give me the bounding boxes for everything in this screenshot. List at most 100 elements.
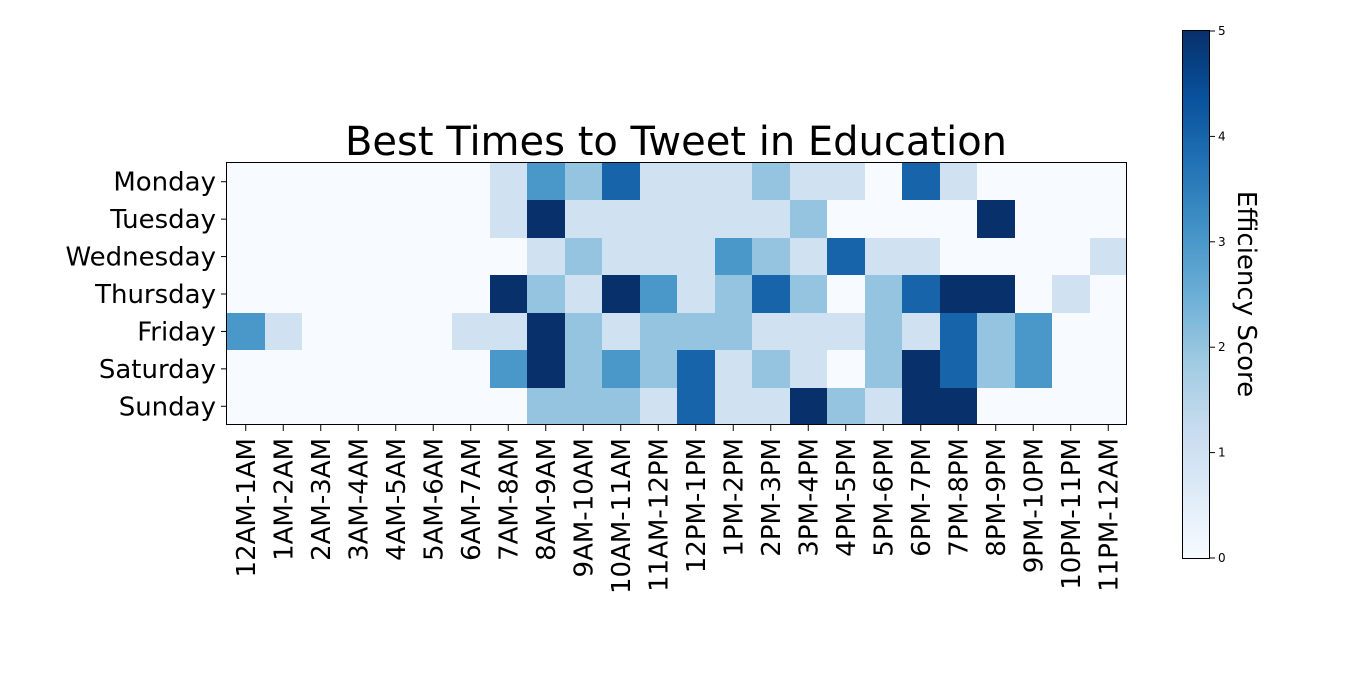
heatmap-cell — [715, 200, 752, 238]
heatmap-cell — [1090, 238, 1127, 275]
heatmap-cell — [1015, 313, 1052, 350]
y-tick-label: Monday — [113, 168, 216, 198]
heatmap-cell — [827, 238, 865, 275]
heatmap-cell — [827, 388, 865, 425]
heatmap-cell — [490, 388, 527, 425]
heatmap-cell — [452, 163, 490, 200]
heatmap-cell — [790, 163, 827, 200]
heatmap-cell — [677, 313, 715, 350]
heatmap-cell — [265, 163, 302, 200]
heatmap-cell — [865, 388, 902, 425]
heatmap-cell — [940, 275, 977, 313]
heatmap-cell — [1090, 350, 1127, 388]
heatmap-cell — [827, 200, 865, 238]
heatmap-cell — [602, 275, 640, 313]
heatmap-cell — [302, 238, 340, 275]
colorbar-tick-label: 3 — [1218, 235, 1226, 249]
heatmap-cell — [1052, 200, 1090, 238]
heatmap-cell — [902, 200, 940, 238]
heatmap-cell — [452, 238, 490, 275]
heatmap-cell — [977, 200, 1015, 238]
heatmap-cell — [302, 313, 340, 350]
heatmap-cell — [902, 313, 940, 350]
heatmap-cell — [227, 350, 265, 388]
heatmap-cell — [640, 313, 677, 350]
heatmap-cell — [302, 200, 340, 238]
heatmap-cell — [752, 388, 790, 425]
heatmap-cell — [790, 350, 827, 388]
x-tick-label: 8PM-9PM — [982, 438, 1012, 557]
colorbar-tick-label: 5 — [1218, 24, 1226, 38]
y-tick-label: Tuesday — [109, 205, 216, 235]
heatmap-cell — [790, 200, 827, 238]
y-axis: Monday Tuesday Wednesday Thursday Friday Satu… — [65, 168, 227, 422]
heatmap-cell — [1090, 388, 1127, 425]
colorbar-tick-label: 4 — [1218, 129, 1226, 143]
heatmap-cell — [340, 275, 377, 313]
heatmap-cell — [302, 350, 340, 388]
heatmap-cell — [865, 200, 902, 238]
heatmap-cell — [940, 350, 977, 388]
heatmap-cell — [865, 313, 902, 350]
heatmap-cell — [827, 313, 865, 350]
heatmap-cell — [452, 350, 490, 388]
heatmap-cell — [565, 163, 602, 200]
heatmap-cell — [865, 238, 902, 275]
heatmap-cell — [490, 313, 527, 350]
heatmap-cell — [302, 275, 340, 313]
y-tick-label: Sunday — [119, 392, 216, 422]
heatmap-cell — [715, 163, 752, 200]
y-tick-label: Friday — [137, 317, 216, 347]
heatmap-cell — [1090, 275, 1127, 313]
heatmap-cell — [640, 388, 677, 425]
colorbar-tick-label: 0 — [1218, 551, 1226, 565]
heatmap-cell — [640, 275, 677, 313]
x-tick-label: 11AM-12PM — [644, 438, 674, 592]
heatmap-cell — [715, 350, 752, 388]
heatmap-cell — [452, 313, 490, 350]
heatmap-cell — [265, 238, 302, 275]
heatmap-cell — [865, 350, 902, 388]
x-tick-label: 2AM-3AM — [307, 438, 337, 561]
heatmap-cell — [640, 200, 677, 238]
x-tick-label: 2PM-3PM — [757, 438, 787, 557]
x-tick-label: 4AM-5AM — [382, 438, 412, 561]
heatmap-cell — [715, 388, 752, 425]
heatmap-cell — [1015, 350, 1052, 388]
heatmap-cell — [340, 313, 377, 350]
heatmap-cell — [227, 313, 265, 350]
heatmap-cell — [715, 238, 752, 275]
heatmap-cell — [677, 350, 715, 388]
heatmap-cell — [1052, 313, 1090, 350]
heatmap-cell — [640, 163, 677, 200]
heatmap-cells — [227, 163, 1127, 425]
heatmap-cell — [715, 275, 752, 313]
heatmap-cell — [977, 238, 1015, 275]
heatmap-cell — [227, 200, 265, 238]
colorbar-tick-label: 2 — [1218, 340, 1226, 354]
x-tick-label: 5AM-6AM — [419, 438, 449, 561]
heatmap-cell — [415, 200, 452, 238]
heatmap-cell — [340, 238, 377, 275]
heatmap-cell — [227, 163, 265, 200]
heatmap-cell — [902, 238, 940, 275]
heatmap-cell — [940, 313, 977, 350]
heatmap-cell — [340, 350, 377, 388]
heatmap-cell — [302, 163, 340, 200]
heatmap-cell — [1015, 388, 1052, 425]
x-tick-label: 1PM-2PM — [719, 438, 749, 557]
heatmap-cell — [415, 275, 452, 313]
heatmap-cell — [790, 238, 827, 275]
y-tick-label: Saturday — [99, 355, 216, 385]
heatmap-cell — [902, 163, 940, 200]
y-tick-label: Wednesday — [65, 243, 216, 273]
x-tick-label: 10AM-11AM — [607, 438, 637, 594]
heatmap-cell — [827, 350, 865, 388]
x-tick-label: 10PM-11PM — [1057, 438, 1087, 590]
heatmap-cell — [565, 275, 602, 313]
heatmap-cell — [602, 388, 640, 425]
heatmap-cell — [377, 350, 415, 388]
heatmap-cell — [415, 163, 452, 200]
heatmap-cell — [677, 200, 715, 238]
heatmap-cell — [415, 313, 452, 350]
